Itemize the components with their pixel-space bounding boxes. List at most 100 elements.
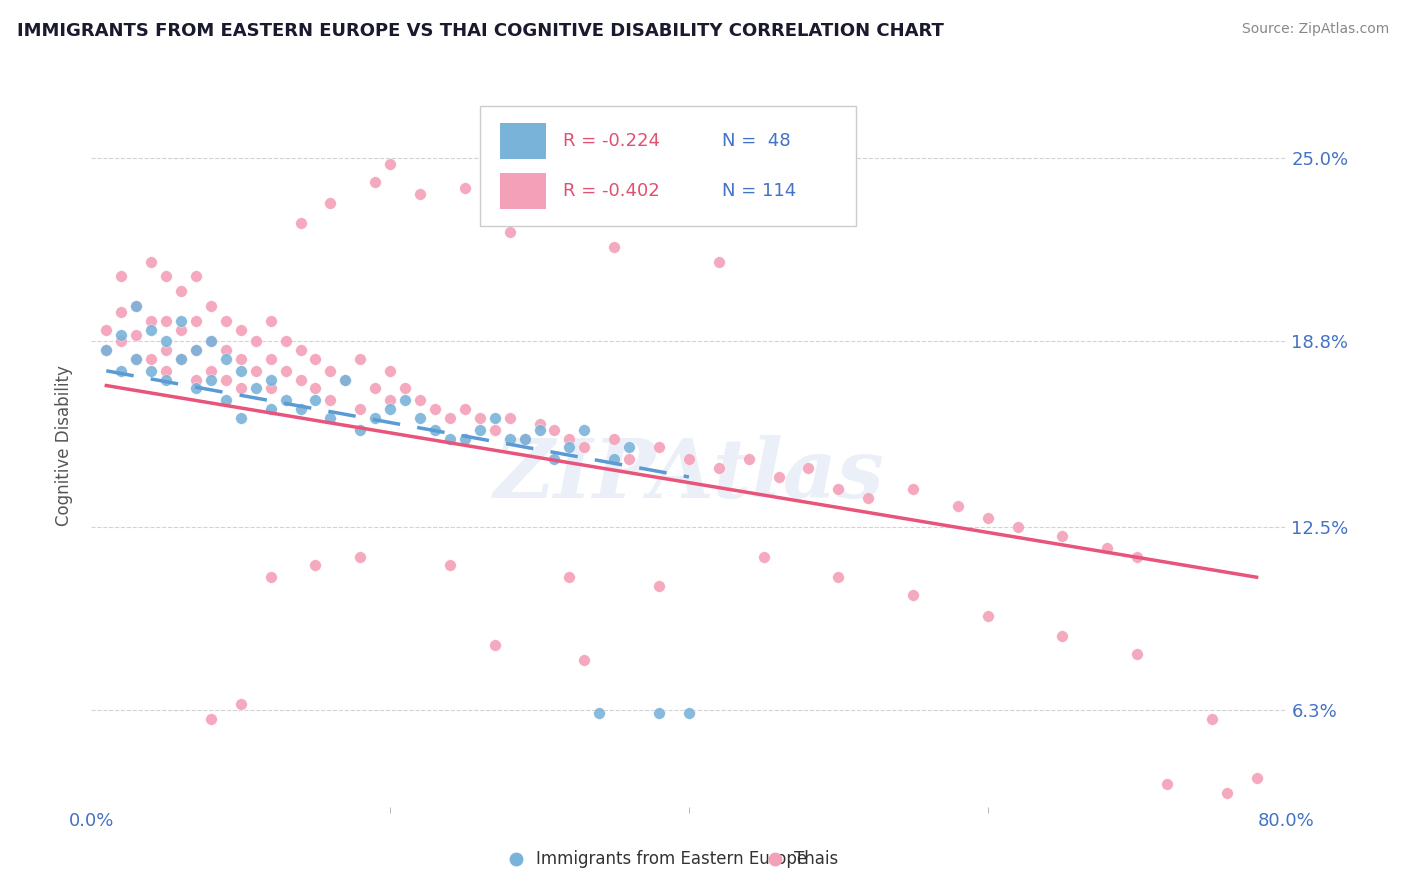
Point	[229, 382, 252, 396]
Point	[110, 334, 132, 349]
Point	[484, 638, 506, 652]
Point	[215, 343, 238, 358]
Text: R = -0.224: R = -0.224	[564, 132, 661, 151]
Point	[155, 269, 177, 284]
Point	[1201, 712, 1223, 726]
Point	[827, 570, 849, 584]
Point	[245, 334, 267, 349]
Point	[290, 402, 312, 417]
Point	[364, 382, 387, 396]
Point	[603, 432, 626, 446]
Point	[290, 343, 312, 358]
Point	[184, 313, 207, 327]
Point	[484, 411, 506, 425]
Point	[543, 423, 565, 437]
Point	[170, 313, 193, 327]
Point	[155, 334, 177, 349]
Point	[304, 558, 326, 573]
Point	[499, 432, 522, 446]
Point	[200, 334, 222, 349]
Point	[648, 441, 671, 455]
Point	[574, 653, 596, 667]
Point	[558, 570, 581, 584]
Point	[737, 452, 759, 467]
Point	[335, 373, 357, 387]
Text: ZIPAtlas: ZIPAtlas	[494, 435, 884, 515]
Point	[259, 373, 281, 387]
Point	[170, 351, 193, 366]
Text: N =  48: N = 48	[723, 132, 792, 151]
Point	[170, 322, 193, 336]
Point	[529, 211, 551, 225]
Point	[648, 706, 671, 720]
Point	[797, 461, 820, 475]
Point	[707, 254, 730, 268]
Point	[141, 313, 163, 327]
Point	[499, 411, 522, 425]
Point	[274, 364, 297, 378]
Point	[678, 452, 700, 467]
Point	[229, 697, 252, 711]
Point	[259, 313, 281, 327]
Point	[1052, 529, 1074, 543]
Point	[141, 322, 163, 336]
Point	[141, 254, 163, 268]
Point	[529, 417, 551, 431]
Point	[901, 588, 924, 602]
Point	[125, 328, 148, 343]
Bar	[501, 123, 546, 160]
Point	[200, 712, 222, 726]
Point	[380, 393, 402, 408]
Point	[259, 570, 281, 584]
Point	[259, 402, 281, 417]
Point	[529, 423, 551, 437]
Point	[648, 579, 671, 593]
Point	[274, 334, 297, 349]
Point	[200, 334, 222, 349]
Point	[380, 157, 402, 171]
Point	[229, 411, 252, 425]
Point	[409, 411, 432, 425]
Point	[184, 343, 207, 358]
Point	[1007, 520, 1029, 534]
Point	[110, 269, 132, 284]
Point	[141, 364, 163, 378]
Point	[380, 402, 402, 417]
Point	[1126, 647, 1149, 661]
Point	[394, 382, 416, 396]
Point	[439, 558, 461, 573]
Point	[229, 364, 252, 378]
Point	[349, 549, 371, 564]
FancyBboxPatch shape	[479, 106, 856, 226]
Point	[304, 351, 326, 366]
Point	[707, 461, 730, 475]
Point	[1052, 629, 1074, 643]
Bar	[501, 173, 546, 209]
Point	[245, 364, 267, 378]
Point	[319, 411, 342, 425]
Point	[155, 343, 177, 358]
Point	[409, 393, 432, 408]
Point	[1246, 771, 1268, 785]
Point	[619, 452, 641, 467]
Point	[125, 351, 148, 366]
Point	[110, 328, 132, 343]
Point	[752, 549, 775, 564]
Point	[125, 351, 148, 366]
Point	[901, 482, 924, 496]
Point	[1097, 541, 1119, 555]
Point	[125, 299, 148, 313]
Point	[304, 393, 326, 408]
Point	[304, 382, 326, 396]
Text: IMMIGRANTS FROM EASTERN EUROPE VS THAI COGNITIVE DISABILITY CORRELATION CHART: IMMIGRANTS FROM EASTERN EUROPE VS THAI C…	[17, 22, 943, 40]
Point	[229, 351, 252, 366]
Point	[364, 411, 387, 425]
Point	[1156, 777, 1178, 791]
Point	[319, 364, 342, 378]
Point	[468, 423, 491, 437]
Point	[155, 364, 177, 378]
Point	[200, 364, 222, 378]
Point	[349, 402, 371, 417]
Point	[319, 195, 342, 210]
Point	[1126, 549, 1149, 564]
